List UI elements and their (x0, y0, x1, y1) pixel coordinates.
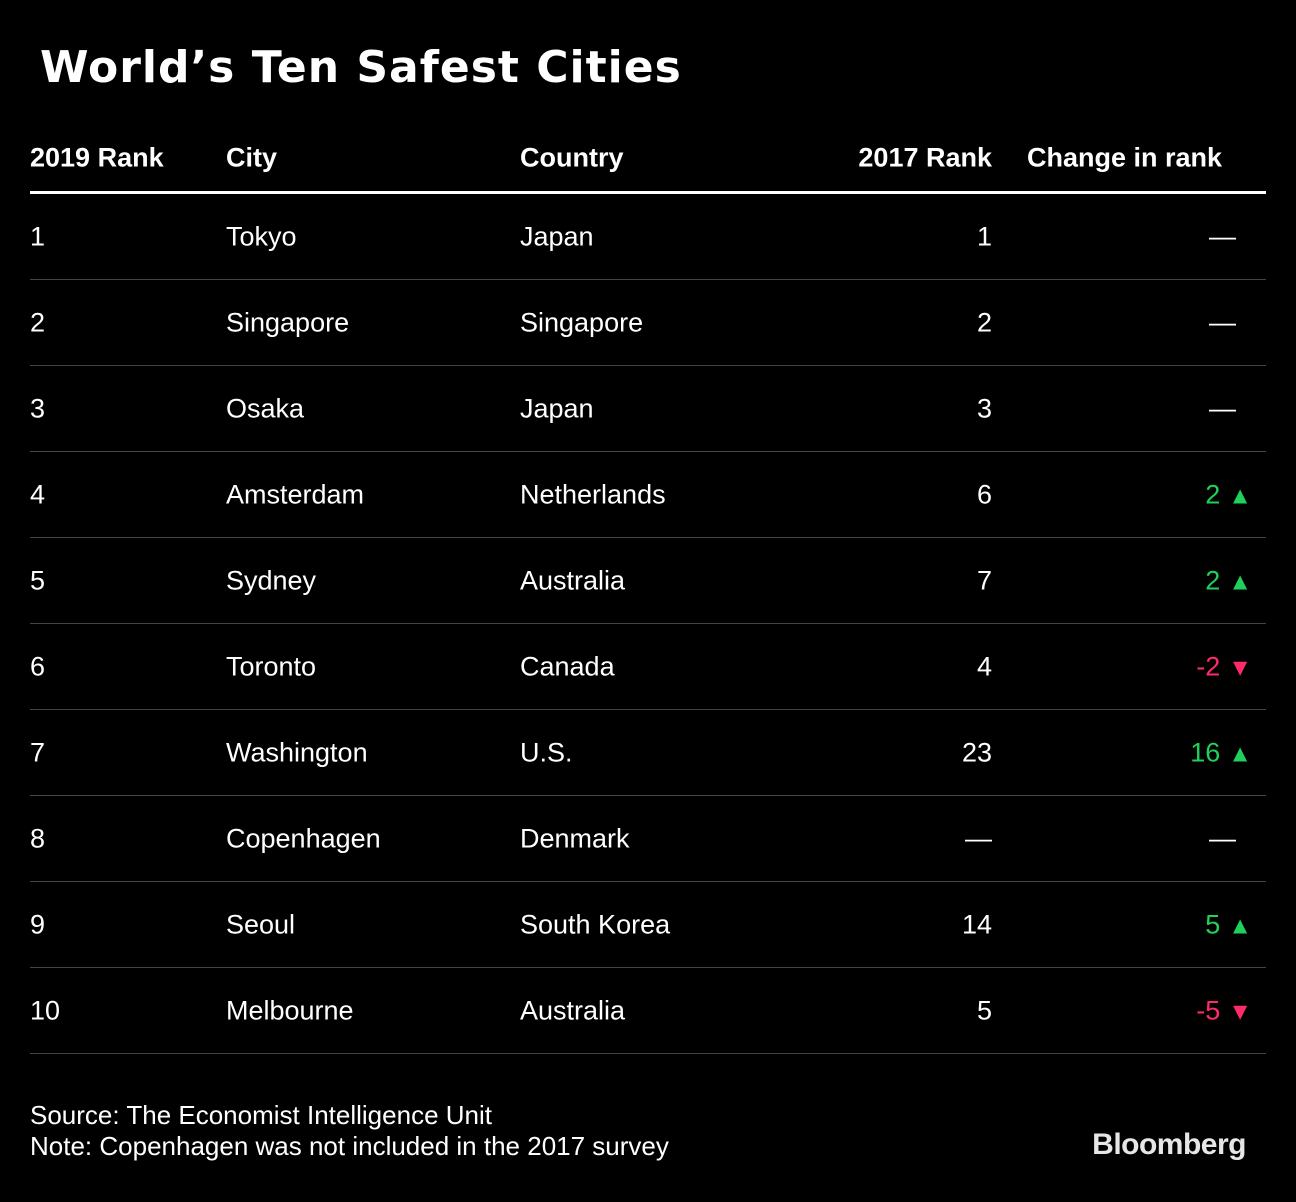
footer-notes: Source: The Economist Intelligence Unit … (30, 1100, 669, 1162)
country-cell: U.S. (520, 737, 573, 767)
country-cell: Japan (520, 393, 594, 423)
change-cell: — (1209, 823, 1236, 854)
change-cell: 16 ▲ (1190, 737, 1252, 768)
city-cell: Copenhagen (226, 823, 381, 853)
change-value: — (1209, 221, 1236, 251)
triangle-down-icon: ▼ (1228, 998, 1252, 1025)
rank-2017-cell: 7 (976, 565, 992, 595)
city-cell: Washington (226, 737, 368, 767)
country-cell: Singapore (520, 307, 644, 337)
change-cell: — (1209, 393, 1236, 424)
header-change: Change in rank (1026, 142, 1222, 173)
table-row: 5 Sydney Australia 7 2 ▲ (30, 538, 1266, 624)
table-row: 4 Amsterdam Netherlands 6 2 ▲ (30, 452, 1266, 538)
rank-2017-cell: 3 (976, 393, 992, 423)
rank-2019-cell: 3 (30, 393, 46, 423)
country-cell: Netherlands (520, 479, 666, 509)
change-cell: -2 ▼ (1196, 651, 1252, 682)
rank-2019-cell: 10 (30, 995, 61, 1025)
rank-2019-cell: 5 (30, 565, 46, 595)
table-row: 8 Copenhagen Denmark — — (30, 796, 1266, 882)
header-2017-rank: 2017 Rank (858, 142, 992, 173)
country-cell: Canada (520, 651, 615, 681)
rank-2017-cell: 4 (976, 651, 992, 681)
triangle-down-icon: ▼ (1228, 654, 1252, 681)
country-cell: South Korea (520, 909, 671, 939)
triangle-up-icon: ▲ (1228, 482, 1252, 509)
city-cell: Toronto (226, 651, 317, 681)
change-cell: 5 ▲ (1205, 909, 1252, 940)
header-city: City (226, 142, 278, 173)
source-text: Source: The Economist Intelligence Unit (30, 1100, 492, 1130)
table-row: 1 Tokyo Japan 1 — (30, 194, 1266, 280)
rankings-table: 2019 Rank City Country 2017 Rank Change … (30, 130, 1266, 1054)
city-cell: Singapore (226, 307, 350, 337)
header-country: Country (520, 142, 624, 173)
triangle-up-icon: ▲ (1228, 740, 1252, 767)
city-cell: Seoul (226, 909, 296, 939)
rank-2017-cell: — (965, 823, 992, 853)
change-cell: — (1209, 307, 1236, 338)
rank-2019-cell: 2 (30, 307, 46, 337)
change-value: — (1209, 393, 1236, 423)
rank-2019-cell: 4 (30, 479, 46, 509)
country-cell: Australia (520, 995, 626, 1025)
rank-2017-cell: 14 (961, 909, 992, 939)
table-row: 9 Seoul South Korea 14 5 ▲ (30, 882, 1266, 968)
rank-2017-cell: 5 (976, 995, 992, 1025)
city-cell: Tokyo (226, 221, 297, 251)
rank-2019-cell: 1 (30, 221, 46, 251)
change-value: 5 (1205, 909, 1221, 939)
triangle-up-icon: ▲ (1228, 568, 1252, 595)
table-header: 2019 Rank City Country 2017 Rank Change … (30, 130, 1266, 194)
change-value: -5 (1196, 995, 1221, 1025)
city-cell: Melbourne (226, 995, 354, 1025)
table-row: 7 Washington U.S. 23 16 ▲ (30, 710, 1266, 796)
change-cell: -5 ▼ (1196, 995, 1252, 1026)
header-2019-rank: 2019 Rank (30, 142, 164, 173)
city-cell: Amsterdam (226, 479, 365, 509)
change-cell: 2 ▲ (1205, 479, 1252, 510)
bloomberg-logo: Bloomberg (1092, 1128, 1246, 1161)
rank-2019-cell: 6 (30, 651, 46, 681)
change-cell: — (1209, 221, 1236, 252)
note-text: Note: Copenhagen was not included in the… (30, 1131, 669, 1161)
change-value: 2 (1205, 479, 1221, 509)
country-cell: Australia (520, 565, 626, 595)
table-row: 10 Melbourne Australia 5 -5 ▼ (30, 968, 1266, 1054)
change-value: 2 (1205, 565, 1221, 595)
table-row: 6 Toronto Canada 4 -2 ▼ (30, 624, 1266, 710)
change-value: -2 (1196, 651, 1221, 681)
table-body: 1 Tokyo Japan 1 — 2 Singapore Singapore 2 — 3 Osaka… (30, 194, 1266, 1054)
rank-2017-cell: 23 (961, 737, 992, 767)
change-value: 16 (1190, 737, 1221, 767)
city-cell: Osaka (226, 393, 305, 423)
rank-2019-cell: 8 (30, 823, 46, 853)
change-cell: 2 ▲ (1205, 565, 1252, 596)
change-value: — (1209, 823, 1236, 853)
change-value: — (1209, 307, 1236, 337)
triangle-up-icon: ▲ (1228, 912, 1252, 939)
rank-2019-cell: 9 (30, 909, 46, 939)
chart-title: World’s Ten Safest Cities (40, 42, 682, 93)
rank-2017-cell: 1 (976, 221, 992, 251)
country-cell: Denmark (520, 823, 630, 853)
table-row: 2 Singapore Singapore 2 — (30, 280, 1266, 366)
rank-2019-cell: 7 (30, 737, 46, 767)
city-cell: Sydney (226, 565, 317, 595)
rank-2017-cell: 2 (976, 307, 992, 337)
table-row: 3 Osaka Japan 3 — (30, 366, 1266, 452)
rank-2017-cell: 6 (976, 479, 992, 509)
country-cell: Japan (520, 221, 594, 251)
